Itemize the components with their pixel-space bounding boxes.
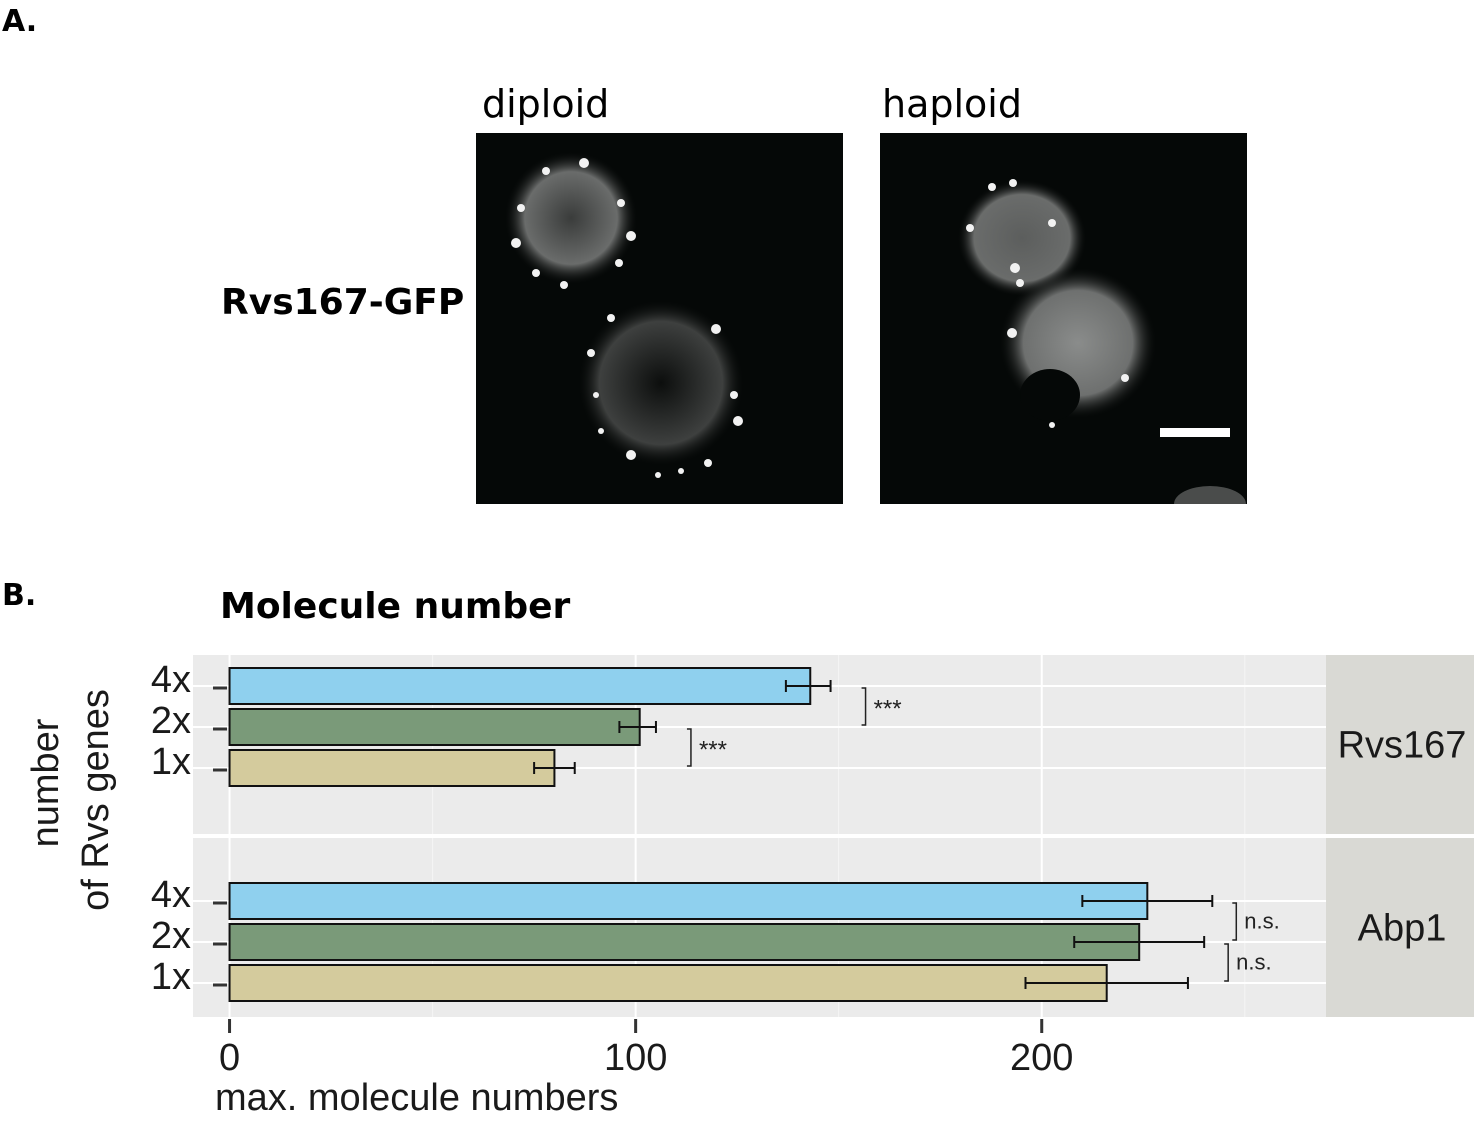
significance-label: n.s. [1236,950,1271,975]
bar-abp1-4x [228,882,1149,920]
column-title-haploid: haploid [882,82,1022,126]
facet-label-abp1: Abp1 [1358,908,1447,950]
x-tick-label: 100 [604,1037,667,1079]
facet-strip-abp1 [1326,838,1474,1017]
significance-label: *** [874,696,902,723]
bar-rvs167-1x [228,749,556,787]
bar-rvs167-2x [228,708,641,746]
row-label-rvs167-gfp: Rvs167-GFP [221,282,465,323]
panel-b-letter: B. [2,578,37,613]
micrograph-haploid [880,133,1247,504]
significance-bracket [861,687,867,726]
diploid-cells-image [505,152,743,478]
y-tick-label: 1x [151,741,191,783]
x-tick-label: 0 [219,1037,240,1079]
bar-rvs167-4x [228,667,812,705]
column-title-diploid: diploid [482,82,610,126]
significance-bracket [686,728,692,767]
chart-title: Molecule number [220,586,571,627]
significance-bracket [1232,902,1238,941]
significance-bracket [1224,943,1229,982]
x-tick-label: 200 [1010,1037,1073,1079]
bar-abp1-2x [228,923,1141,961]
facet-label-rvs167: Rvs167 [1338,725,1467,767]
y-tick-label: 4x [151,874,191,916]
micrograph-diploid [476,133,843,504]
significance-label: n.s. [1244,909,1279,934]
scale-bar [1160,428,1230,437]
facet-strip-rvs167 [1326,655,1474,834]
haploid-cells-image [958,179,1246,504]
y-tick-label: 2x [151,700,191,742]
y-tick-label: 1x [151,956,191,998]
y-axis-title-line-1: number [25,718,67,847]
y-axis-title-line-2: of Rvs genes [75,689,117,911]
x-axis-title: max. molecule numbers [215,1077,618,1119]
facet-gap [193,834,1474,838]
y-tick-label: 4x [151,659,191,701]
panel-a-letter: A. [2,4,38,39]
significance-label: *** [699,737,727,764]
bar-abp1-1x [228,964,1108,1002]
y-tick-label: 2x [151,915,191,957]
